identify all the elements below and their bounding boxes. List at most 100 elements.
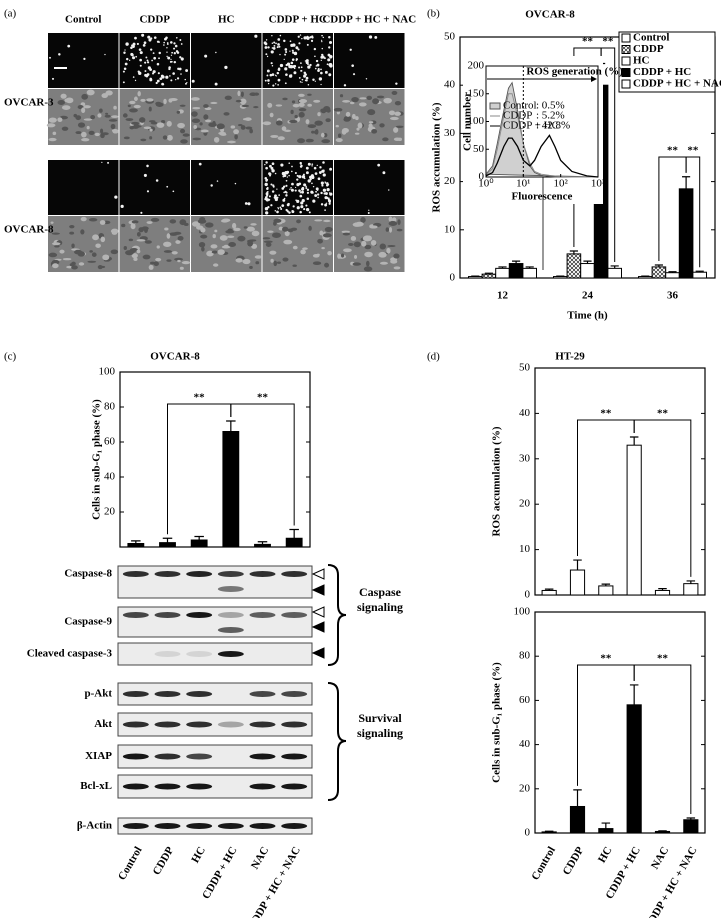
cell-shape	[101, 93, 108, 99]
cell-shape	[99, 108, 103, 113]
cell-dot	[296, 174, 299, 177]
cell-dot	[277, 208, 280, 210]
error-bar	[525, 266, 534, 269]
cell-shape	[133, 96, 138, 102]
y-axis-label: Cells in sub-G₁ phase (%)	[91, 399, 103, 520]
fluorescence-image	[334, 160, 405, 215]
blot-band	[281, 691, 308, 697]
cell-dot	[289, 40, 292, 43]
cell-shape	[108, 119, 118, 122]
cell-shape	[80, 229, 85, 235]
x-axis-label: Fluorescence	[512, 191, 573, 203]
x-tick-label: 10¹	[516, 178, 530, 190]
cell-shape	[296, 219, 301, 224]
cell-shape	[173, 231, 182, 235]
bar	[566, 253, 582, 279]
cell-dot	[317, 177, 321, 181]
y-tick-label: 100	[514, 606, 531, 618]
cell-dot	[285, 50, 288, 54]
cell-shape	[217, 249, 225, 255]
cell-dot	[144, 61, 147, 64]
cell-dot	[365, 78, 368, 80]
cell-dot	[367, 212, 370, 214]
cell-dot	[328, 36, 331, 39]
cell-shape	[211, 250, 218, 254]
error-bar	[573, 789, 582, 807]
cell-dot	[169, 60, 172, 63]
significance-bracket	[577, 664, 635, 786]
bar	[159, 542, 176, 548]
y-tick-label: 100	[468, 115, 485, 127]
cell-shape	[235, 258, 243, 263]
cell-dot	[286, 203, 290, 207]
cell-shape	[389, 226, 393, 233]
cell-shape	[228, 241, 237, 247]
cell-shape	[341, 230, 350, 234]
cell-shape	[231, 222, 237, 229]
x-tick-label: 12	[497, 290, 509, 302]
cell-dot	[329, 54, 333, 59]
cell-dot	[329, 40, 333, 45]
panel-label: (c)	[4, 351, 17, 363]
cell-shape	[48, 137, 57, 142]
error-bar	[289, 528, 299, 539]
cell-dot	[122, 70, 125, 73]
cell-dot	[146, 73, 150, 76]
x-tick-label: NAC	[249, 845, 271, 872]
cell-dot	[270, 62, 273, 65]
cell-dot	[343, 84, 347, 87]
blot-band	[186, 651, 213, 657]
cell-shape	[110, 123, 116, 130]
cell-shape	[270, 258, 274, 263]
cell-shape	[313, 99, 321, 103]
cell-shape	[146, 98, 154, 102]
blot	[117, 712, 313, 737]
cell-dot	[83, 57, 86, 60]
legend-swatch	[489, 102, 501, 110]
cell-dot	[289, 50, 291, 52]
cell-shape	[164, 227, 169, 231]
cell-dot	[268, 198, 271, 201]
blot-band	[281, 571, 308, 577]
y-tick-label: 40	[519, 738, 531, 750]
cell-dot	[374, 35, 378, 39]
cell-dot	[158, 57, 160, 60]
bar	[598, 828, 614, 834]
fluorescence-image	[262, 33, 333, 88]
significance-label: **	[667, 145, 679, 157]
cell-dot	[324, 182, 327, 184]
cell-dot	[312, 78, 315, 81]
cell-dot	[265, 39, 268, 41]
blot-band	[154, 571, 181, 577]
cell-shape	[388, 216, 393, 222]
cell-shape	[307, 103, 312, 107]
cell-shape	[156, 122, 165, 128]
cell-dot	[268, 195, 271, 198]
cell-dot	[299, 210, 302, 214]
cell-dot	[143, 173, 147, 177]
cell-dot	[153, 56, 157, 60]
cell-shape	[192, 137, 202, 141]
cell-dot	[301, 190, 304, 194]
blot-band	[154, 721, 181, 728]
cell-shape	[180, 128, 186, 134]
cell-dot	[265, 198, 269, 201]
x-tick-label: CDDP + HC + NAC	[642, 845, 699, 918]
cell-dot	[281, 171, 286, 176]
blot-band	[186, 823, 213, 829]
cell-shape	[386, 247, 391, 254]
cell-dot	[146, 164, 149, 168]
cell-dot	[270, 183, 273, 186]
bar	[254, 543, 271, 548]
panel-label: (d)	[427, 351, 440, 363]
cell-dot	[280, 207, 283, 210]
cell-dot	[292, 51, 295, 54]
cell-shape	[203, 104, 209, 108]
cell-dot	[368, 209, 370, 211]
cell-dot	[323, 192, 326, 195]
cell-shape	[81, 107, 86, 114]
cell-dot	[178, 67, 182, 71]
cell-dot	[293, 51, 298, 56]
cell-dot	[349, 48, 352, 51]
bar	[654, 830, 671, 834]
